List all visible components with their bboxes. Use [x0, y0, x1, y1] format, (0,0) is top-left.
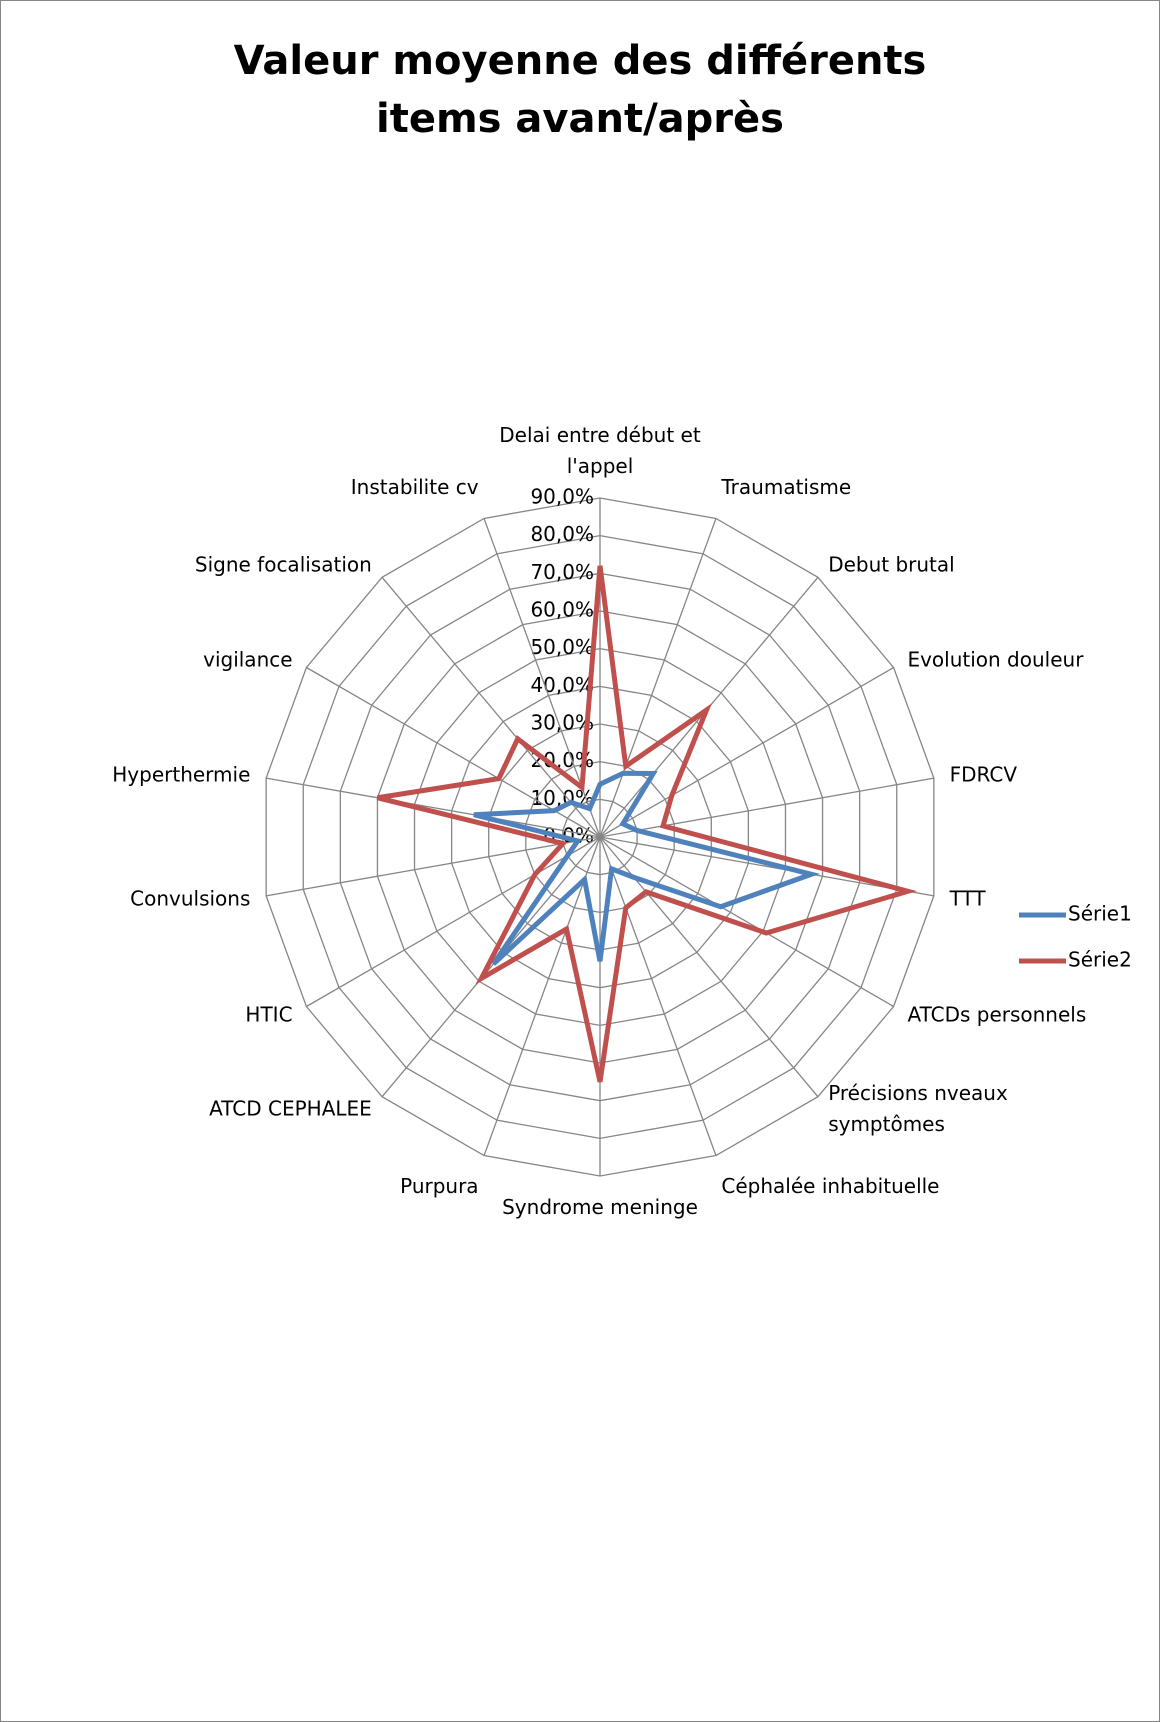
category-label: vigilance [203, 647, 293, 671]
category-label: Céphalée inhabituelle [721, 1173, 940, 1198]
category-label: Purpura [400, 1173, 479, 1198]
spoke [266, 836, 601, 897]
r-tick-label: 50,0% [530, 635, 594, 659]
spoke [266, 777, 601, 838]
spoke [599, 518, 717, 838]
spoke [599, 777, 934, 838]
category-label: ATCDs personnels [907, 1002, 1087, 1026]
spoke [381, 576, 601, 838]
legend-label: Série1 [1068, 902, 1132, 926]
category-label: Traumatisme [721, 475, 852, 500]
r-tick-label: 60,0% [530, 598, 594, 622]
spoke [599, 666, 894, 838]
category-label: HTIC [245, 1002, 293, 1026]
r-tick-label: 70,0% [530, 560, 594, 584]
category-label: TTT [949, 886, 986, 911]
spoke [306, 836, 601, 1008]
category-label: Précisions nveaux symptômes [828, 1080, 1008, 1136]
r-tick-label: 30,0% [530, 711, 594, 735]
r-tick-label: 80,0% [530, 522, 594, 546]
spoke [599, 836, 894, 1008]
category-label: Evolution douleur [907, 647, 1084, 671]
spoke [599, 836, 717, 1156]
legend-label: Série2 [1068, 948, 1132, 972]
category-label: Hyperthermie [112, 762, 251, 787]
chart-title: Valeur moyenne des différents items avan… [233, 38, 927, 142]
spoke [599, 836, 934, 897]
spoke [483, 836, 601, 1156]
category-label: ATCD CEPHALEE [209, 1096, 372, 1121]
series-line [376, 565, 918, 1083]
category-label: Syndrome meninge [502, 1195, 698, 1219]
spoke [381, 836, 601, 1098]
category-label: FDRCV [949, 762, 1018, 787]
category-label: Debut brutal [828, 552, 955, 577]
category-label: Convulsions [130, 886, 251, 911]
category-label: Instabilite cv [350, 475, 479, 500]
category-label: Signe focalisation [194, 552, 372, 577]
series-line [473, 770, 821, 966]
r-tick-label: 40,0% [530, 673, 594, 697]
category-label: Delai entre début et l'appel [499, 423, 701, 478]
r-tick-label: 90,0% [530, 485, 594, 509]
